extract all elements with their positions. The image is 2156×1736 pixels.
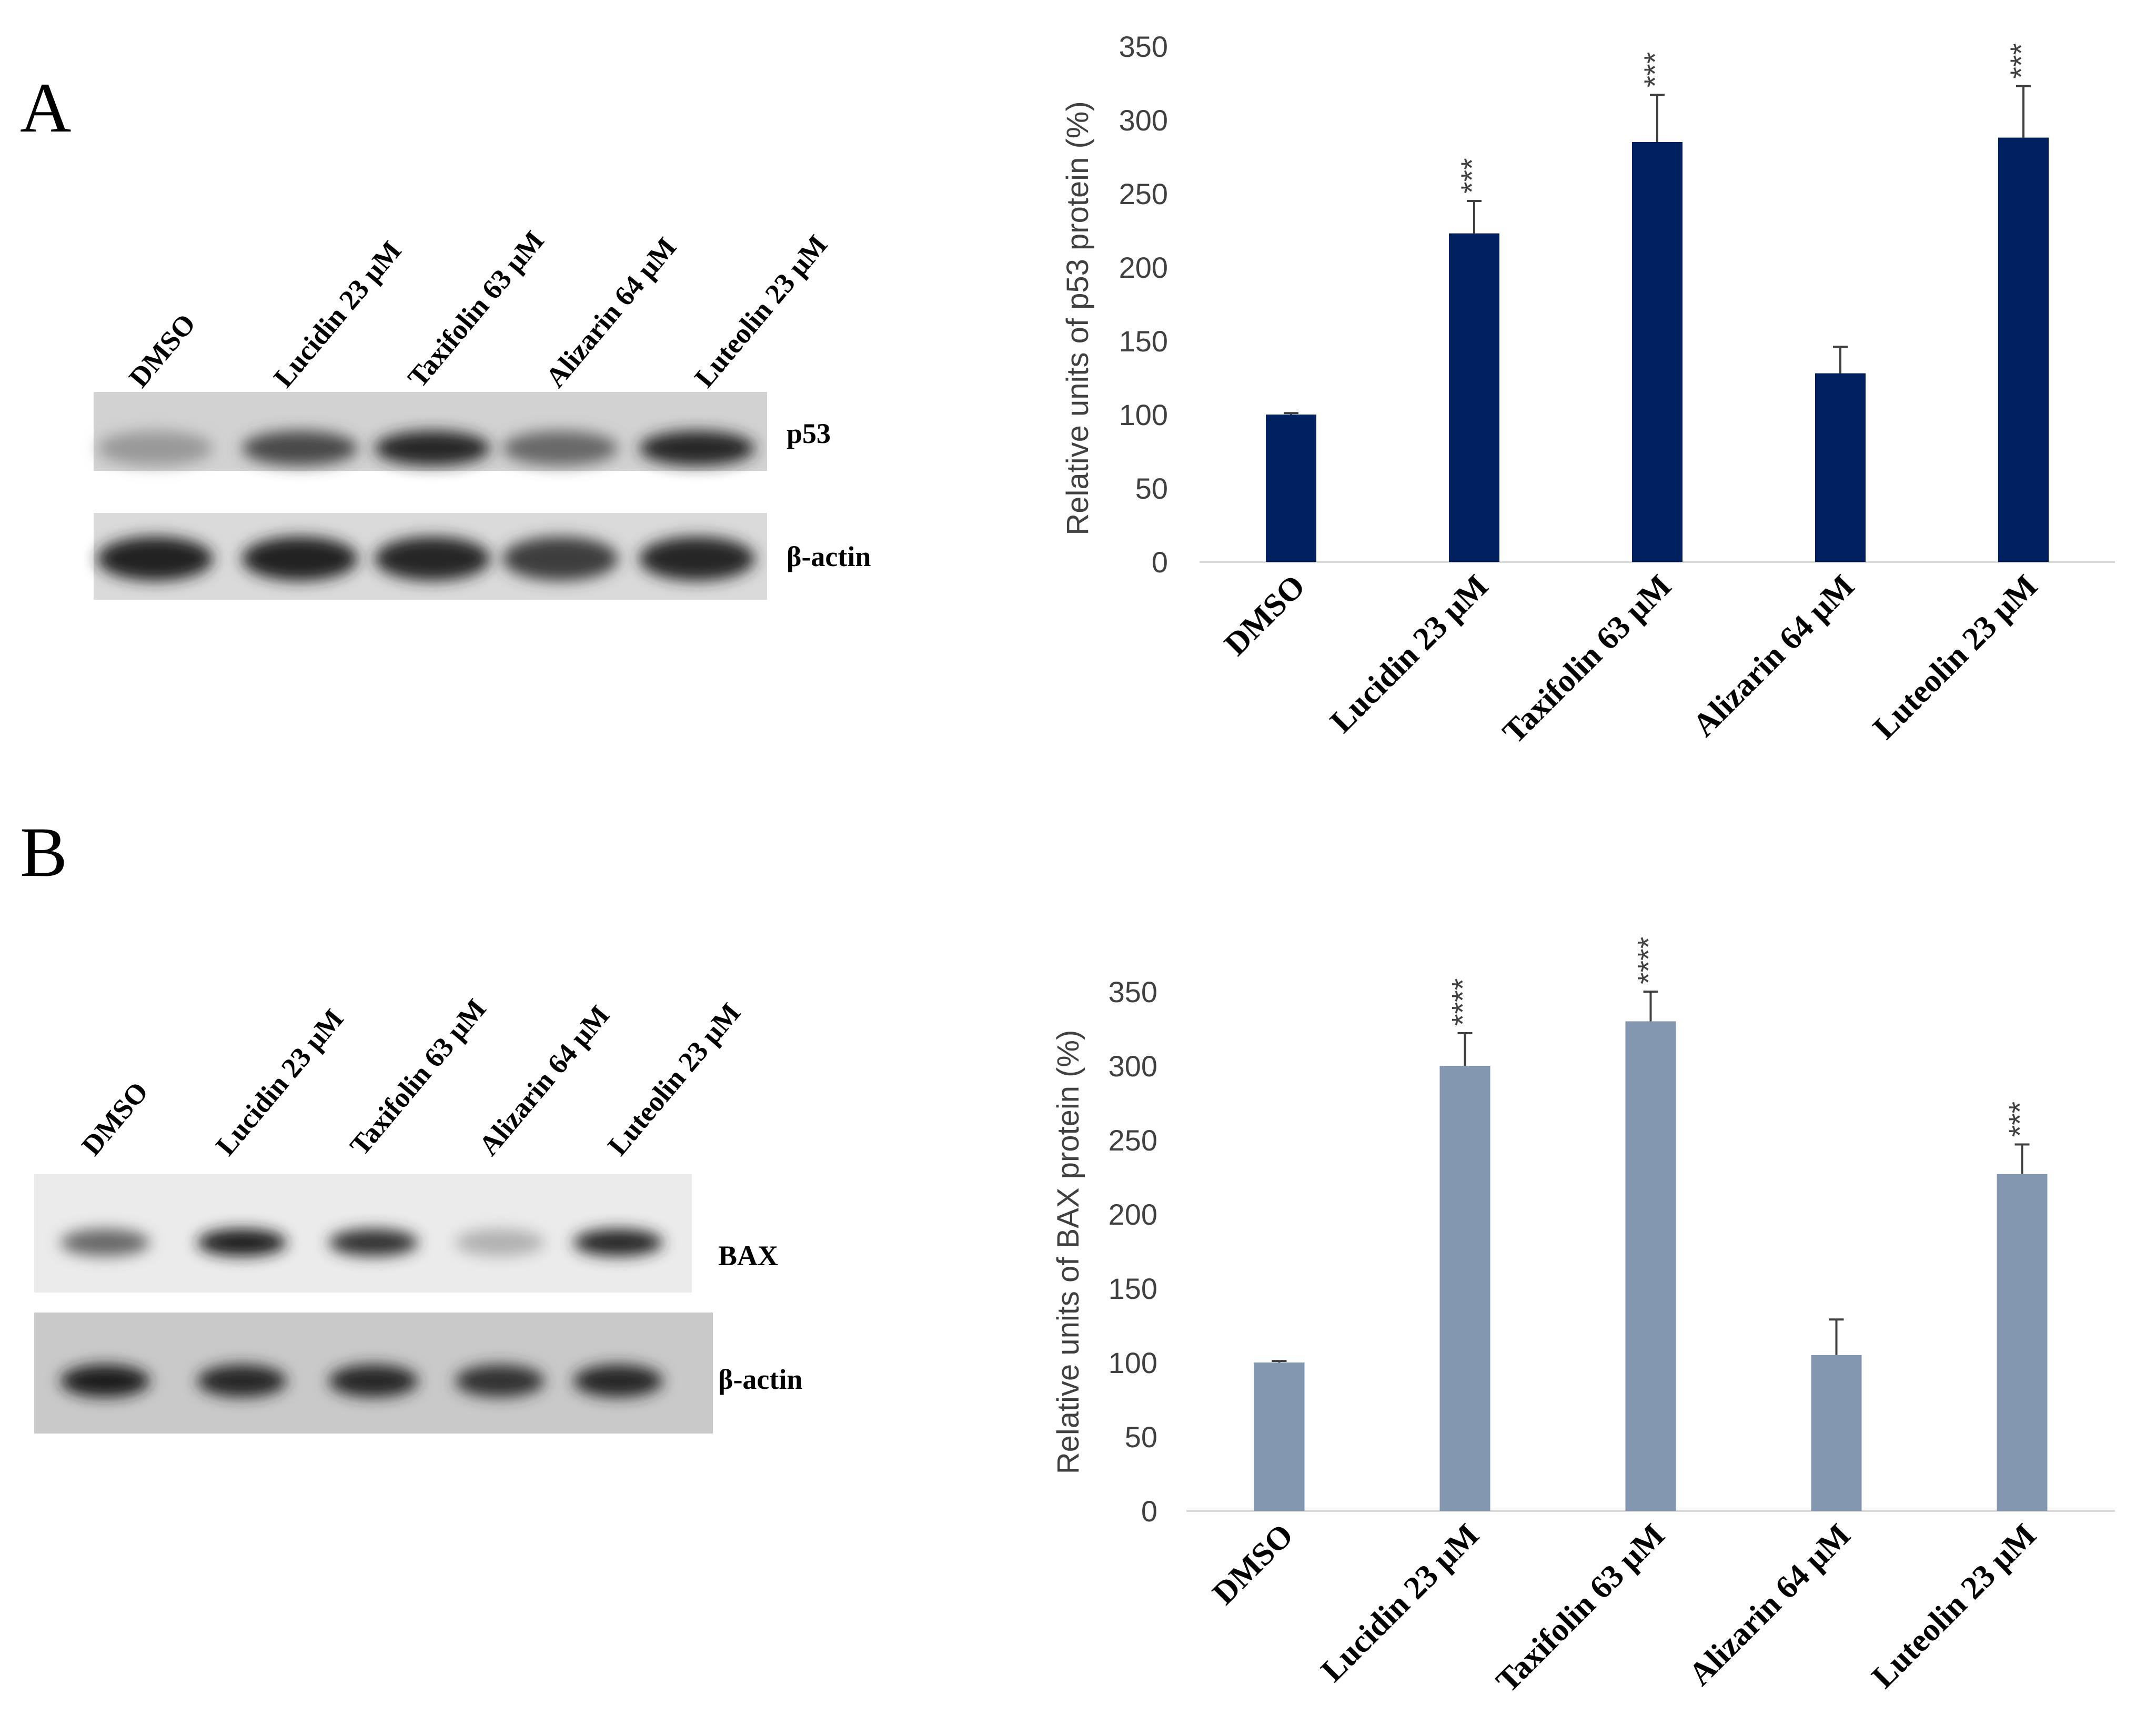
band-p53-lane-3 <box>375 431 490 466</box>
y-axis-title-bax: Relative units of BAX protein (%) <box>1051 1030 1085 1475</box>
band-label-bax: BAX <box>718 1240 778 1271</box>
y-tick-label-150: 150 <box>1119 325 1168 358</box>
panel-b-letter: B <box>20 813 67 892</box>
significance-luteolin-23-m: *** <box>2003 1102 2038 1137</box>
bar-dmso <box>1266 415 1316 562</box>
y-axis-title-p53: Relative units of p53 protein (%) <box>1061 101 1095 535</box>
bar-dmso <box>1254 1362 1305 1511</box>
band-actin-lane-1 <box>61 1365 150 1397</box>
y-tick-label-50: 50 <box>1125 1420 1157 1454</box>
y-tick-label-250: 250 <box>1119 177 1168 210</box>
lane-label-dmso-a: DMSO <box>123 308 202 393</box>
y-tick-label-350: 350 <box>1119 30 1168 63</box>
bar-luteolin-23-m <box>1997 1174 2048 1511</box>
bar-taxifolin-63-m <box>1625 1021 1676 1511</box>
y-tick-label-100: 100 <box>1119 398 1168 431</box>
band-actin-lane-5 <box>639 537 755 581</box>
band-actin-lane-2 <box>197 1365 287 1397</box>
band-actin-lane-5 <box>573 1365 663 1397</box>
bax-bar-chart: Relative units of BAX protein (%) 0 50 100… <box>1051 937 2115 1700</box>
panel-a-letter: A <box>20 69 72 147</box>
band-bax-lane-4 <box>455 1229 545 1256</box>
western-blot-b: DMSO Lucidin 23 μM Taxifolin 63 μM Aliza… <box>34 993 802 1434</box>
bar-alizarin-64-m <box>1811 1355 1862 1511</box>
y-tick-label-50: 50 <box>1135 472 1168 505</box>
y-tick-label-250: 250 <box>1109 1124 1157 1157</box>
y-tick-label-300: 300 <box>1109 1049 1157 1083</box>
y-tick-label-300: 300 <box>1119 104 1168 137</box>
band-actin-lane-3 <box>375 537 490 581</box>
x-tick-label-luteolin-23-m: Luteolin 23 μM <box>1865 1517 2043 1695</box>
significance-luteolin-23-m: *** <box>2004 43 2039 79</box>
lane-label-alizarin-b: Alizarin 64 μM <box>472 1000 616 1162</box>
band-p53-lane-1 <box>97 431 213 466</box>
lane-label-lucidin-b: Lucidin 23 μM <box>209 1003 349 1162</box>
x-tick-label-dmso: DMSO <box>1206 1517 1301 1612</box>
significance-lucidin-23-m: **** <box>1446 978 1480 1026</box>
band-actin-lane-4 <box>502 537 618 581</box>
band-bax-lane-3 <box>329 1229 418 1256</box>
x-tick-label-lucidin-23-m: Lucidin 23 μM <box>1324 568 1495 740</box>
x-tick-label-dmso: DMSO <box>1217 568 1312 663</box>
bar-luteolin-23-m <box>1998 137 2049 562</box>
lane-label-luteolin-b: Luteolin 23 μM <box>601 997 747 1162</box>
lane-label-taxifolin-b: Taxifolin 63 μM <box>344 993 492 1161</box>
band-bax-lane-2 <box>197 1229 287 1256</box>
x-tick-label-alizarin-64-m: Alizarin 64 μM <box>1682 1517 1858 1693</box>
p53-bar-chart: Relative units of p53 protein (%) 0 50 100… <box>1061 30 2115 750</box>
x-tick-label-alizarin-64-m: Alizarin 64 μM <box>1686 568 1861 744</box>
band-p53-lane-4 <box>502 431 618 466</box>
significance-taxifolin-63-m: **** <box>1632 937 1666 984</box>
lane-label-luteolin-a: Luteolin 23 μM <box>688 229 833 393</box>
significance-taxifolin-63-m: *** <box>1638 52 1673 88</box>
x-tick-label-taxifolin-63-m: Taxifolin 63 μM <box>1496 568 1678 751</box>
bar-lucidin-23-m <box>1449 233 1499 562</box>
x-tick-label-lucidin-23-m: Lucidin 23 μM <box>1314 1517 1486 1689</box>
band-p53-lane-2 <box>242 431 358 466</box>
bar-taxifolin-63-m <box>1632 142 1683 562</box>
band-actin-lane-4 <box>455 1365 545 1397</box>
band-actin-lane-1 <box>97 537 213 581</box>
x-tick-label-taxifolin-63-m: Taxifolin 63 μM <box>1489 1517 1672 1700</box>
y-tick-label-200: 200 <box>1119 251 1168 284</box>
significance-lucidin-23-m: *** <box>1455 158 1489 194</box>
western-blot-a: DMSO Lucidin 23 μM Taxifolin 63 μM Aliza… <box>94 225 871 600</box>
band-p53-lane-5 <box>639 431 755 466</box>
y-tick-label-100: 100 <box>1109 1346 1157 1379</box>
lane-label-lucidin-a: Lucidin 23 μM <box>267 235 407 393</box>
y-tick-label-0: 0 <box>1141 1495 1157 1528</box>
y-tick-label-0: 0 <box>1152 546 1168 579</box>
band-label-p53: p53 <box>787 418 831 449</box>
lane-label-dmso-b: DMSO <box>75 1076 154 1162</box>
band-bax-lane-5 <box>573 1229 663 1256</box>
bar-lucidin-23-m <box>1439 1066 1490 1511</box>
lane-label-alizarin-a: Alizarin 64 μM <box>539 231 682 393</box>
band-actin-lane-3 <box>329 1365 418 1397</box>
y-tick-label-150: 150 <box>1109 1272 1157 1305</box>
bar-alizarin-64-m <box>1815 373 1866 562</box>
band-bax-lane-1 <box>61 1229 150 1256</box>
band-label-actin-a: β-actin <box>787 541 871 572</box>
y-tick-label-200: 200 <box>1109 1198 1157 1231</box>
lane-label-taxifolin-a: Taxifolin 63 μM <box>401 225 550 393</box>
y-tick-label-350: 350 <box>1109 975 1157 1008</box>
band-actin-lane-2 <box>242 537 358 581</box>
x-tick-label-luteolin-23-m: Luteolin 23 μM <box>1866 568 2044 746</box>
band-label-actin-b: β-actin <box>718 1364 802 1395</box>
